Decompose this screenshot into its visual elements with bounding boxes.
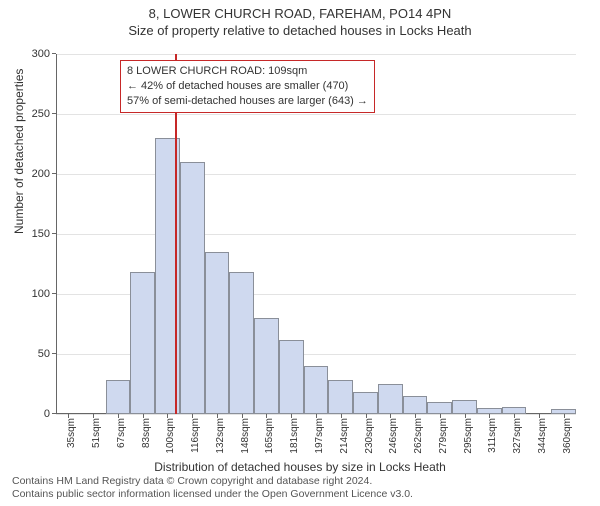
plot-area: 05010015020025030035sqm51sqm67sqm83sqm10…: [56, 54, 576, 414]
ytick-label: 0: [44, 408, 50, 420]
xtick-mark: [167, 414, 168, 418]
gridline: [56, 114, 576, 115]
gridline: [56, 234, 576, 235]
ytick-mark: [52, 293, 56, 294]
annotation-line: 57% of semi-detached houses are larger (…: [127, 94, 368, 109]
xtick-mark: [539, 414, 540, 418]
xtick-mark: [366, 414, 367, 418]
histogram-bar: [403, 396, 428, 414]
xtick-label: 214sqm: [339, 418, 350, 454]
xtick-mark: [217, 414, 218, 418]
histogram-bar: [279, 340, 304, 414]
ytick-mark: [52, 353, 56, 354]
xtick-label: 279sqm: [438, 418, 449, 454]
xtick-label: 295sqm: [463, 418, 474, 454]
ytick-mark: [52, 173, 56, 174]
xtick-mark: [564, 414, 565, 418]
xtick-label: 148sqm: [240, 418, 251, 454]
xtick-label: 132sqm: [215, 418, 226, 454]
xtick-label: 165sqm: [264, 418, 275, 454]
footer-attribution: Contains HM Land Registry data © Crown c…: [12, 475, 413, 502]
histogram-chart: 05010015020025030035sqm51sqm67sqm83sqm10…: [56, 54, 576, 414]
xtick-mark: [514, 414, 515, 418]
histogram-bar: [205, 252, 230, 414]
xtick-mark: [118, 414, 119, 418]
ytick-mark: [52, 413, 56, 414]
xtick-label: 246sqm: [388, 418, 399, 454]
annotation-line: 8 LOWER CHURCH ROAD: 109sqm: [127, 64, 368, 79]
page-title-line2: Size of property relative to detached ho…: [0, 23, 600, 38]
xtick-label: 327sqm: [512, 418, 523, 454]
footer-line1: Contains HM Land Registry data © Crown c…: [12, 475, 413, 489]
ytick-mark: [52, 233, 56, 234]
ytick-label: 150: [32, 228, 50, 240]
ytick-mark: [52, 53, 56, 54]
ytick-label: 50: [38, 348, 50, 360]
xtick-label: 67sqm: [116, 418, 127, 448]
xtick-mark: [242, 414, 243, 418]
xtick-mark: [440, 414, 441, 418]
histogram-bar: [304, 366, 329, 414]
xtick-label: 311sqm: [487, 418, 498, 453]
histogram-bar: [229, 272, 254, 414]
xtick-mark: [266, 414, 267, 418]
x-axis-label: Distribution of detached houses by size …: [0, 460, 600, 474]
histogram-bar: [130, 272, 155, 414]
gridline: [56, 174, 576, 175]
annotation-line: ← 42% of detached houses are smaller (47…: [127, 79, 368, 94]
xtick-label: 83sqm: [141, 418, 152, 448]
xtick-label: 262sqm: [413, 418, 424, 454]
annotation-box: 8 LOWER CHURCH ROAD: 109sqm← 42% of deta…: [120, 60, 375, 113]
ytick-label: 200: [32, 168, 50, 180]
xtick-mark: [489, 414, 490, 418]
histogram-bar: [427, 402, 452, 414]
xtick-label: 197sqm: [314, 418, 325, 454]
histogram-bar: [328, 380, 353, 414]
y-axis-label: Number of detached properties: [12, 69, 26, 234]
ytick-mark: [52, 113, 56, 114]
xtick-mark: [93, 414, 94, 418]
gridline: [56, 54, 576, 55]
histogram-bar: [452, 400, 477, 414]
xtick-label: 100sqm: [165, 418, 176, 454]
xtick-label: 35sqm: [66, 418, 77, 448]
xtick-mark: [415, 414, 416, 418]
histogram-bar: [254, 318, 279, 414]
xtick-mark: [291, 414, 292, 418]
xtick-label: 51sqm: [91, 418, 102, 448]
xtick-mark: [465, 414, 466, 418]
xtick-label: 181sqm: [289, 418, 300, 454]
xtick-label: 116sqm: [190, 418, 201, 453]
histogram-bar: [353, 392, 378, 414]
xtick-mark: [192, 414, 193, 418]
histogram-bar: [378, 384, 403, 414]
xtick-mark: [316, 414, 317, 418]
histogram-bar: [106, 380, 131, 414]
ytick-label: 300: [32, 48, 50, 60]
xtick-mark: [68, 414, 69, 418]
page-title-line1: 8, LOWER CHURCH ROAD, FAREHAM, PO14 4PN: [0, 6, 600, 21]
ytick-label: 250: [32, 108, 50, 120]
histogram-bar: [502, 407, 527, 414]
xtick-label: 344sqm: [537, 418, 548, 454]
xtick-label: 230sqm: [364, 418, 375, 454]
ytick-label: 100: [32, 288, 50, 300]
histogram-bar: [180, 162, 205, 414]
xtick-mark: [341, 414, 342, 418]
xtick-label: 360sqm: [562, 418, 573, 454]
xtick-mark: [143, 414, 144, 418]
xtick-mark: [390, 414, 391, 418]
